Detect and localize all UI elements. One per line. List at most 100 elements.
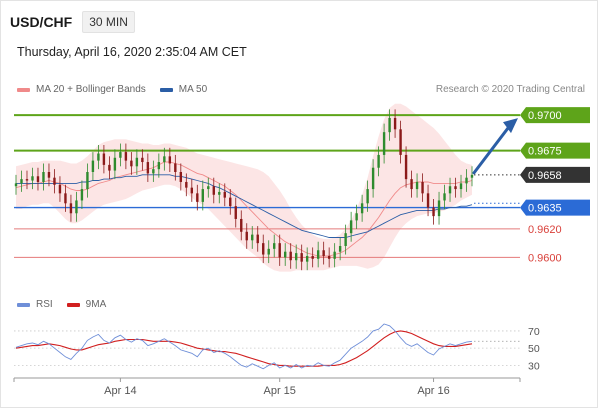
legend-item-9ma: 9MA [66,299,107,310]
candle-body [404,154,408,180]
candle [360,194,364,222]
candle-body [410,179,413,190]
candle [459,174,463,198]
legend-item-rsi: RSI [17,299,53,310]
candle [14,174,18,195]
candle-body [25,179,29,181]
legend-swatch-ma20 [17,87,30,92]
candle [399,120,402,164]
candle-body [229,197,232,207]
candle [58,176,62,202]
price-label-0.9700: 0.9700 [520,107,590,124]
rsi-legend: RSI 9MA [17,299,120,310]
candle [344,224,347,255]
legend-label-ma50: MA 50 [178,84,208,95]
candle [273,234,276,258]
candle [338,237,342,261]
candle [97,144,100,170]
candle-body [448,186,452,194]
candle-body [360,203,364,214]
candle [201,180,204,211]
candle [119,143,122,167]
candle [388,109,391,141]
candle [454,177,457,198]
candle [234,197,237,228]
candle [327,247,331,268]
candle [146,153,150,182]
candle [64,184,67,212]
candle [113,149,117,180]
candle [53,169,56,194]
candle [42,163,45,191]
candle-body [344,233,347,246]
candle [102,144,106,174]
candle [443,184,446,209]
price-label-box [520,199,590,216]
price-label-0.9620: 0.9620 [528,224,562,236]
candle-body [201,189,204,202]
chart-header: USD/CHF 30 MIN [10,10,135,34]
price-label-text: 0.9675 [528,146,562,158]
candle-body [190,187,194,194]
candle-body [388,117,391,133]
candle [289,243,292,269]
candle-body [58,184,62,194]
candle [278,234,281,266]
candle-body [465,177,468,184]
legend-item-ma20-bollinger: MA 20 + Bollinger Bands [17,84,146,95]
candle [130,152,133,175]
candle-body [91,160,95,172]
candle-body [168,156,172,164]
candle-body [454,186,457,190]
candle-body [294,253,298,261]
candle-body [141,157,144,163]
candle [86,163,89,198]
candle [465,169,468,192]
candle-body [234,206,237,219]
candle-body [69,203,73,214]
candle [196,184,199,211]
candle-body [393,117,397,130]
price-label-box [520,107,590,124]
candle [371,159,375,198]
candle [80,180,84,209]
candle-body [415,181,419,190]
timeframe-badge[interactable]: 30 MIN [82,11,135,33]
candle [218,183,221,204]
candle-body [443,193,446,201]
candle [174,154,177,181]
candle [135,149,139,175]
candle-body [426,193,430,208]
price-label-text: 0.9635 [528,203,562,215]
candle-body [377,154,380,168]
candle-body [278,243,281,258]
chart-datetime: Thursday, April 16, 2020 2:35:04 AM CET [17,45,247,59]
candle-body [371,167,375,190]
candle-body [212,186,215,195]
candle-body [245,231,248,241]
candle [163,147,166,171]
legend-label-9ma: 9MA [85,299,107,310]
candle-body [256,234,259,244]
candle-body [218,191,221,195]
candle [245,223,248,249]
candle [377,146,380,177]
legend-label-rsi: RSI [36,299,53,310]
candle-body [338,246,342,252]
rsi-tick-label: 70 [528,326,540,338]
candle [355,204,358,229]
candle [322,241,325,265]
candle-body [196,193,199,202]
candle [31,167,34,190]
candle [20,170,23,192]
legend-swatch-ma50 [159,87,173,92]
candle [75,191,78,222]
candle [300,244,303,271]
candle-body [102,153,106,165]
candle-body [20,179,23,184]
price-label-box [520,142,590,159]
candle [393,109,397,138]
candle-body [64,193,67,204]
x-tick-label: Apr 16 [417,385,449,397]
